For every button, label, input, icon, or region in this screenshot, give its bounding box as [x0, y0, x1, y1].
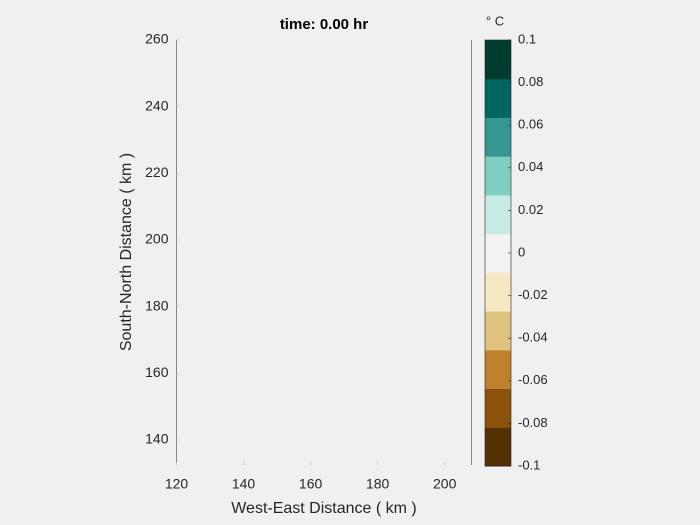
colorbar-band	[485, 272, 511, 312]
colorbar-band	[485, 427, 511, 467]
y-tick-label: 260	[145, 31, 169, 47]
y-tick-label: 140	[145, 431, 169, 447]
y-tick-label: 200	[145, 231, 169, 247]
x-axis-label: West-East Distance ( km )	[231, 500, 417, 517]
colorbar-tick-label: 0.04	[518, 159, 543, 174]
x-tick-label: 120	[165, 476, 189, 492]
y-tick-label: 160	[145, 364, 169, 380]
y-tick-label: 240	[145, 97, 169, 113]
colorbar-tick-label: -0.06	[518, 372, 548, 387]
colorbar-tick-label: -0.08	[518, 415, 548, 430]
x-tick-label: 180	[366, 476, 390, 492]
colorbar-band	[485, 388, 511, 428]
colorbar-tick-label: 0.1	[518, 31, 536, 46]
colorbar-tick-label: 0.08	[518, 74, 543, 89]
y-tick-label: 180	[145, 297, 169, 313]
y-tick-label: 220	[145, 164, 169, 180]
colorbar-band	[485, 194, 511, 235]
y-axis-label: South-North Distance ( km )	[118, 153, 135, 351]
colorbar-tick-label: -0.04	[518, 330, 548, 345]
chart-title: time: 0.00 hr	[280, 16, 369, 33]
colorbar-band	[485, 78, 511, 118]
colorbar-tick-label: -0.1	[518, 457, 540, 472]
colorbar-band	[485, 311, 511, 351]
x-tick-label: 140	[232, 476, 256, 492]
colorbar-band	[485, 40, 511, 80]
colorbar-band	[485, 349, 511, 390]
colorbar-tick-label: 0.02	[518, 202, 543, 217]
x-tick-label: 200	[433, 476, 457, 492]
colorbar-tick-label: 0	[518, 244, 525, 259]
colorbar-band	[485, 156, 511, 196]
colorbar-band	[485, 117, 511, 157]
colorbar-tick-label: 0.06	[518, 117, 543, 132]
colorbar-label: ° C	[486, 13, 504, 28]
x-tick-label: 160	[299, 476, 323, 492]
colorbar-tick-label: -0.02	[518, 287, 548, 302]
colorbar-band	[485, 233, 511, 273]
